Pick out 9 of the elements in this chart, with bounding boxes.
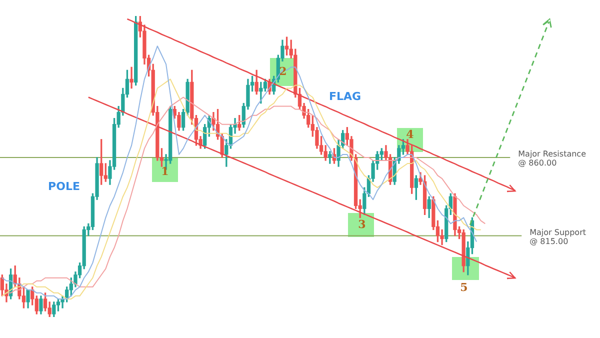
annotation: POLE [48, 180, 80, 193]
annotation: 2 [279, 64, 287, 78]
annotation: 3 [358, 218, 366, 231]
annotation: 5 [460, 280, 468, 294]
ref-line-label: Major Resistance @ 860.00 [518, 150, 586, 168]
annotation: 4 [406, 128, 414, 141]
ref-line-label: Major Support @ 815.00 [530, 228, 586, 246]
annotation: 1 [161, 164, 169, 178]
annotation: FLAG [328, 90, 362, 103]
